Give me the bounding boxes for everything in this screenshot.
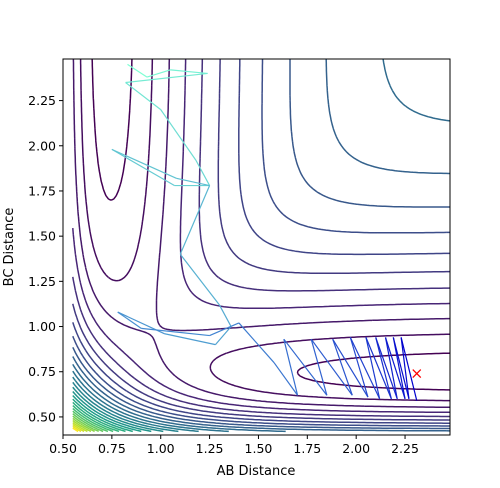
trajectory-segment (176, 177, 210, 187)
contour-line (72, 59, 450, 427)
y-tick-label: 1.25 (28, 274, 56, 289)
trajectory-segment (125, 82, 162, 111)
trajectory-segment (209, 322, 240, 337)
y-tick-label: 0.75 (28, 364, 56, 379)
trajectory-segment (146, 69, 171, 78)
trajectory-segment (218, 304, 232, 327)
trajectory (111, 63, 418, 401)
x-tick-label: 1.25 (196, 441, 224, 456)
trajectory-segment (273, 362, 299, 396)
axes-frame (62, 58, 451, 436)
contour-lines (72, 59, 450, 433)
contour-line (72, 419, 92, 433)
trajectory-segment (375, 337, 392, 399)
trajectory-segment (332, 338, 353, 396)
y-tick-label: 1.00 (28, 319, 56, 334)
contour-line (72, 59, 450, 432)
trajectory-segment (170, 69, 208, 75)
trajectory-segment (117, 311, 142, 329)
y-tick-label: 1.50 (28, 229, 56, 244)
contour-line (72, 415, 100, 433)
trajectory-segment (141, 327, 210, 337)
trajectory-segment (283, 339, 299, 396)
y-ticks: 0.50 0.75 1.00 1.25 1.50 1.75 2.00 2.25 (28, 93, 63, 424)
x-ticks: 0.50 0.75 1.00 1.25 1.50 1.75 2.00 2.25 (49, 435, 419, 456)
trajectory-segment (384, 337, 406, 400)
trajectory-segment (283, 338, 328, 396)
x-tick-label: 1.50 (245, 441, 273, 456)
trajectory-segment (375, 337, 398, 400)
trajectory-segment (365, 337, 381, 399)
contour-line (72, 398, 133, 433)
trajectory-segment (400, 337, 418, 401)
contour-line (72, 421, 88, 433)
end-marker-group (412, 369, 422, 378)
trajectory-segment (349, 337, 369, 398)
x-tick-label: 0.75 (98, 441, 126, 456)
contour-line (72, 376, 199, 433)
contour-line (72, 59, 450, 414)
trajectory-segment (179, 185, 211, 255)
trajectory-segment (215, 326, 232, 346)
trajectory-segment (111, 148, 175, 187)
contour-line (72, 417, 95, 433)
trajectory-segment (384, 337, 398, 399)
y-tick-label: 1.75 (28, 183, 56, 198)
contour-line (79, 59, 450, 402)
contour-line (72, 381, 179, 433)
contour-line (91, 59, 450, 391)
trajectory-segment (195, 159, 211, 186)
trajectory-segment (332, 338, 369, 398)
contour-line (72, 410, 109, 433)
x-tick-label: 2.25 (391, 441, 419, 456)
trajectory-segment (349, 337, 381, 400)
contour-line (72, 425, 82, 433)
trajectory-segment (310, 339, 328, 396)
contour-line (72, 427, 79, 433)
contour-line (72, 59, 450, 421)
contour-line (72, 386, 164, 433)
trajectory-segment (400, 337, 410, 399)
contour-line (72, 370, 229, 433)
trajectory-segment (125, 72, 208, 84)
contour-line (72, 405, 120, 433)
end-marker (412, 369, 422, 378)
trajectory-segment (127, 63, 148, 78)
trajectory-segment (238, 322, 275, 364)
x-axis-label: AB Distance (217, 464, 296, 479)
contour-line (72, 401, 126, 433)
trajectory-segment (365, 337, 392, 400)
contour-line (72, 423, 85, 433)
x-tick-label: 1.75 (293, 441, 321, 456)
y-tick-label: 2.00 (28, 138, 56, 153)
x-tick-label: 2.00 (342, 441, 370, 456)
contour-line (72, 407, 114, 433)
y-tick-label: 0.50 (28, 409, 56, 424)
trajectory-segment (179, 253, 220, 306)
contour-line (72, 391, 152, 433)
contour-line (72, 59, 450, 418)
y-tick-label: 2.25 (28, 93, 56, 108)
trajectory-segment (310, 338, 353, 396)
contour-line (72, 59, 450, 430)
contour-line (72, 59, 450, 424)
trajectory-segment (392, 337, 406, 399)
trajectory-segment (160, 109, 197, 161)
trajectory-segment (392, 337, 410, 399)
trajectory-segment (111, 148, 177, 179)
x-tick-label: 0.50 (49, 441, 77, 456)
y-axis-label: BC Distance (2, 208, 17, 287)
trajectory-segment (164, 333, 216, 346)
contour-line (72, 59, 450, 433)
contour-line (72, 395, 142, 433)
contour-line (72, 59, 450, 409)
contour-line (72, 413, 104, 433)
x-tick-label: 1.00 (147, 441, 175, 456)
